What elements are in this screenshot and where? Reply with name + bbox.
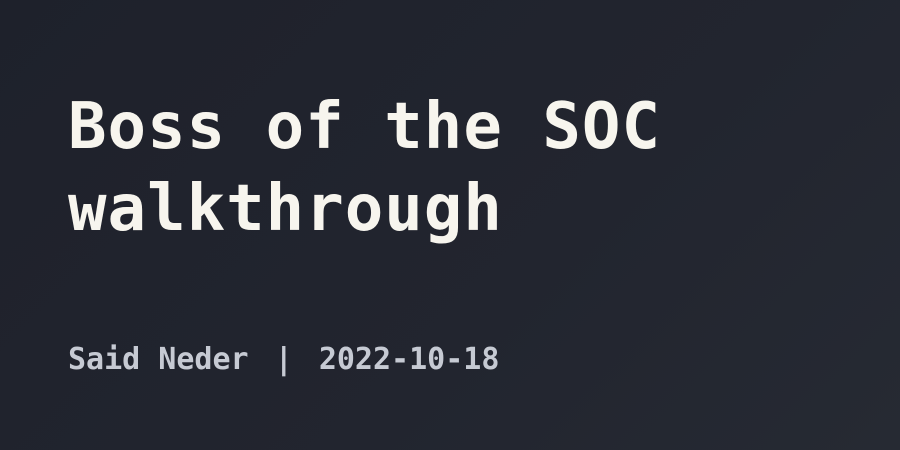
post-date: 2022-10-18 <box>318 342 500 377</box>
post-meta: Said Neder | 2022-10-18 <box>68 340 499 380</box>
post-title: Boss of the SOC walkthrough <box>68 90 661 246</box>
meta-separator: | <box>274 342 293 377</box>
author-name: Said Neder <box>68 342 249 377</box>
